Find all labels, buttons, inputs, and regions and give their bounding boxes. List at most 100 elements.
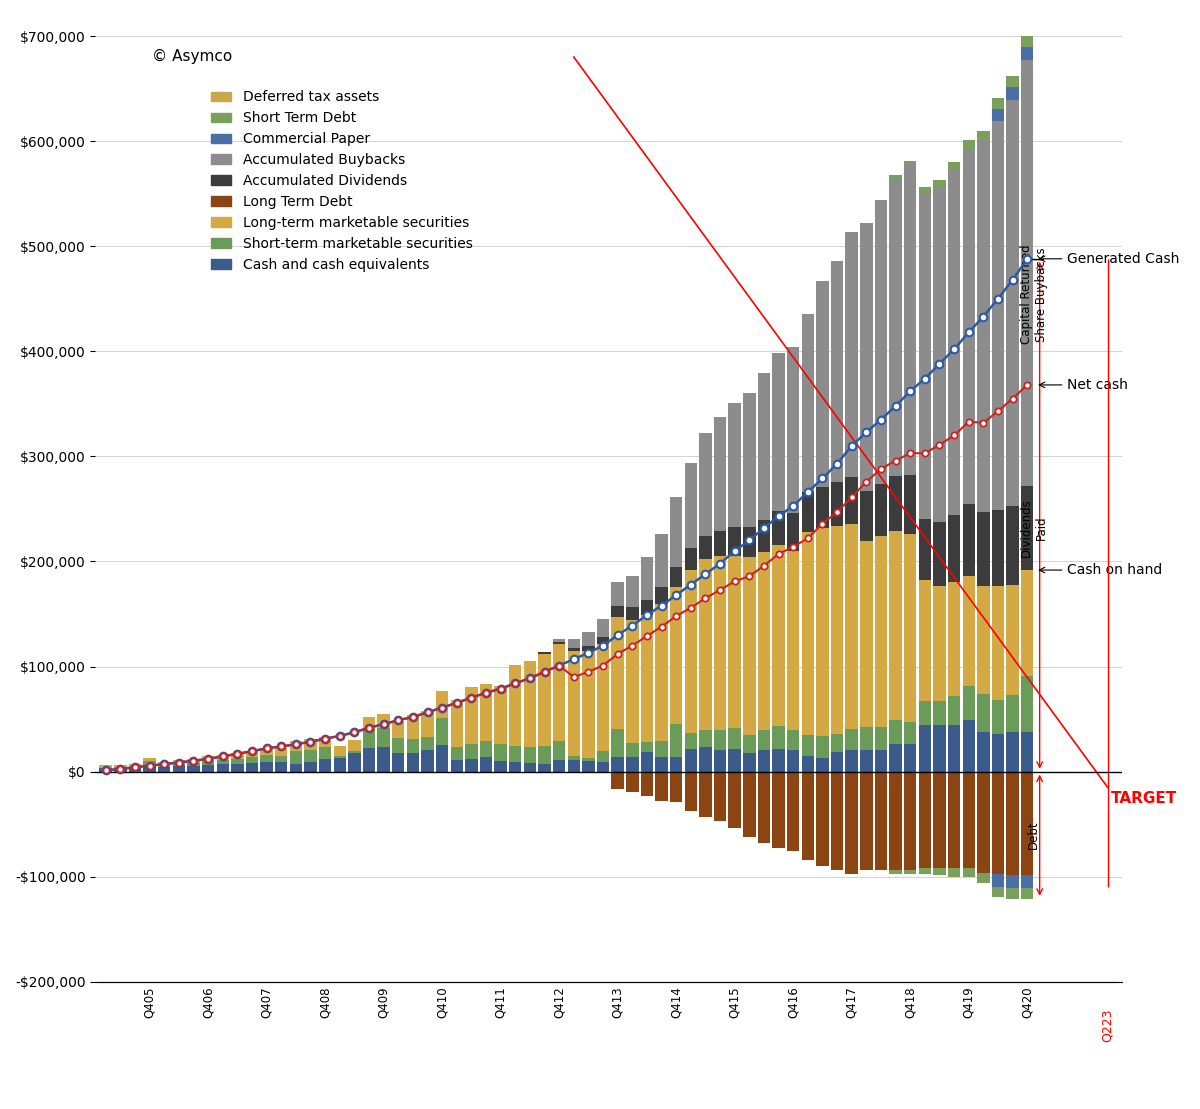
Bar [816,528,829,735]
Bar [773,353,785,510]
Bar [684,570,697,733]
Bar [948,868,960,876]
Bar [436,691,449,718]
Bar [743,753,756,772]
Bar [919,580,931,702]
Bar [539,764,551,772]
Bar [480,741,492,756]
Bar [728,403,740,527]
Bar [392,721,404,737]
Bar [319,760,331,772]
Bar [1021,47,1033,60]
Bar [934,586,946,702]
Bar [260,755,272,762]
Bar [655,756,667,772]
Bar [714,531,726,556]
Bar [816,281,829,487]
Bar [523,661,536,747]
Bar [553,639,565,642]
Bar [875,200,887,484]
Text: © Asymco: © Asymco [152,49,232,64]
Bar [466,688,478,744]
Bar [934,725,946,772]
Bar [743,772,756,837]
Bar [962,505,974,576]
Bar [1007,772,1019,875]
Bar [596,637,610,643]
Bar [641,772,653,796]
Bar [553,741,565,761]
Bar [919,187,931,193]
Bar [392,753,404,772]
Bar [305,740,317,750]
Bar [568,639,580,648]
Bar [670,587,683,724]
Bar [143,766,156,772]
Bar [641,600,653,614]
Bar [802,492,814,532]
Bar [830,262,844,482]
Bar [655,603,667,741]
Bar [466,759,478,772]
Bar [948,772,960,868]
Text: TARGET: TARGET [1111,791,1177,805]
Legend: Deferred tax assets, Short Term Debt, Commercial Paper, Accumulated Buybacks, Ac: Deferred tax assets, Short Term Debt, Co… [205,84,478,277]
Bar [962,576,974,686]
Bar [480,684,492,741]
Bar [728,527,740,556]
Bar [596,762,610,772]
Text: Generated Cash: Generated Cash [1039,252,1180,266]
Bar [187,759,199,763]
Bar [860,491,872,541]
Bar [889,772,901,871]
Bar [684,772,697,812]
Bar [816,772,829,866]
Bar [596,752,610,762]
Bar [830,733,844,752]
Bar [1021,875,1033,888]
Bar [1021,676,1033,732]
Bar [714,556,726,730]
Text: Net cash: Net cash [1039,378,1128,391]
Bar [700,434,712,536]
Bar [1021,732,1033,772]
Bar [494,744,506,762]
Bar [1007,100,1019,507]
Bar [670,497,683,568]
Bar [246,757,258,763]
Bar [568,760,580,772]
Bar [143,759,156,761]
Bar [641,752,653,772]
Bar [1007,732,1019,772]
Bar [977,694,990,732]
Bar [612,772,624,790]
Bar [919,868,931,874]
Bar [612,756,624,772]
Bar [596,619,610,637]
Bar [232,764,244,772]
Bar [378,728,390,747]
Bar [407,753,419,772]
Bar [582,759,595,761]
Bar [700,730,712,747]
Bar [539,652,551,654]
Bar [991,109,1004,121]
Text: Dividends
Paid: Dividends Paid [1020,499,1048,558]
Bar [1007,875,1019,888]
Bar [100,765,112,767]
Bar [596,643,610,752]
Bar [319,736,331,747]
Bar [991,510,1004,587]
Bar [948,725,960,772]
Bar [626,620,638,743]
Bar [539,654,551,746]
Bar [421,750,433,772]
Bar [934,702,946,725]
Bar [334,757,346,772]
Bar [816,487,829,528]
Bar [889,476,901,531]
Bar [904,871,917,874]
Bar [904,164,917,476]
Bar [875,536,887,726]
Bar [158,765,170,767]
